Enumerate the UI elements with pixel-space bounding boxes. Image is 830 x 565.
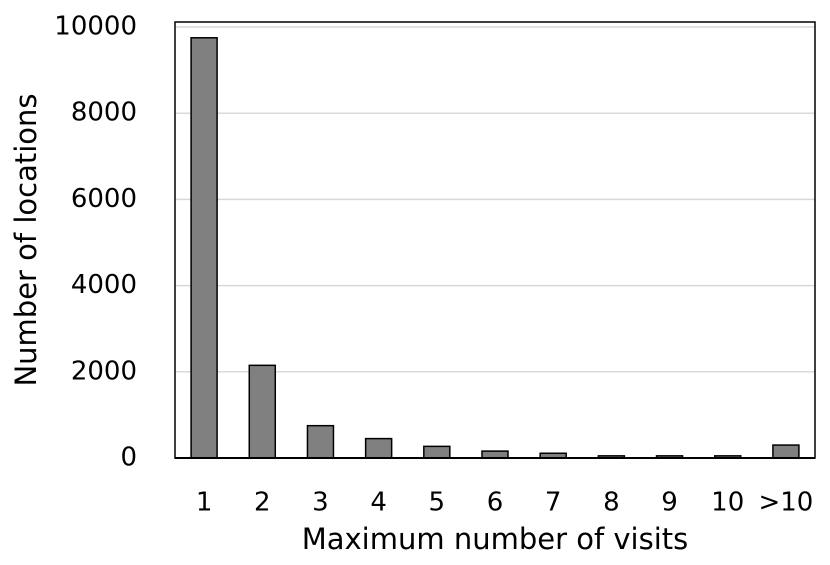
y-tick-label: 4000 [71, 270, 137, 300]
x-tick-label: 10 [711, 488, 744, 518]
bar [772, 444, 800, 459]
x-tick-label: 3 [312, 488, 329, 518]
bar [190, 37, 218, 459]
y-tick-label: 8000 [71, 98, 137, 128]
x-tick-label: >10 [758, 488, 813, 518]
y-tick-label: 2000 [71, 356, 137, 386]
x-tick-label: 8 [603, 488, 620, 518]
x-tick-label: 2 [254, 488, 271, 518]
x-axis-title: Maximum number of visits [302, 522, 689, 556]
x-tick-label: 5 [429, 488, 446, 518]
x-tick-label: 4 [370, 488, 387, 518]
x-tick-label: 6 [487, 488, 504, 518]
bar [364, 437, 393, 459]
y-tick-label: 0 [120, 443, 137, 473]
y-tick-label: 6000 [71, 184, 137, 214]
y-tick-label: 10000 [54, 12, 137, 42]
bar [423, 445, 451, 459]
bar [481, 450, 509, 459]
bar [248, 364, 277, 459]
x-tick-label: 7 [545, 488, 562, 518]
bar [306, 424, 335, 459]
y-axis-title: Number of locations [9, 93, 43, 386]
x-tick-label: 9 [661, 488, 678, 518]
x-tick-label: 1 [196, 488, 213, 518]
